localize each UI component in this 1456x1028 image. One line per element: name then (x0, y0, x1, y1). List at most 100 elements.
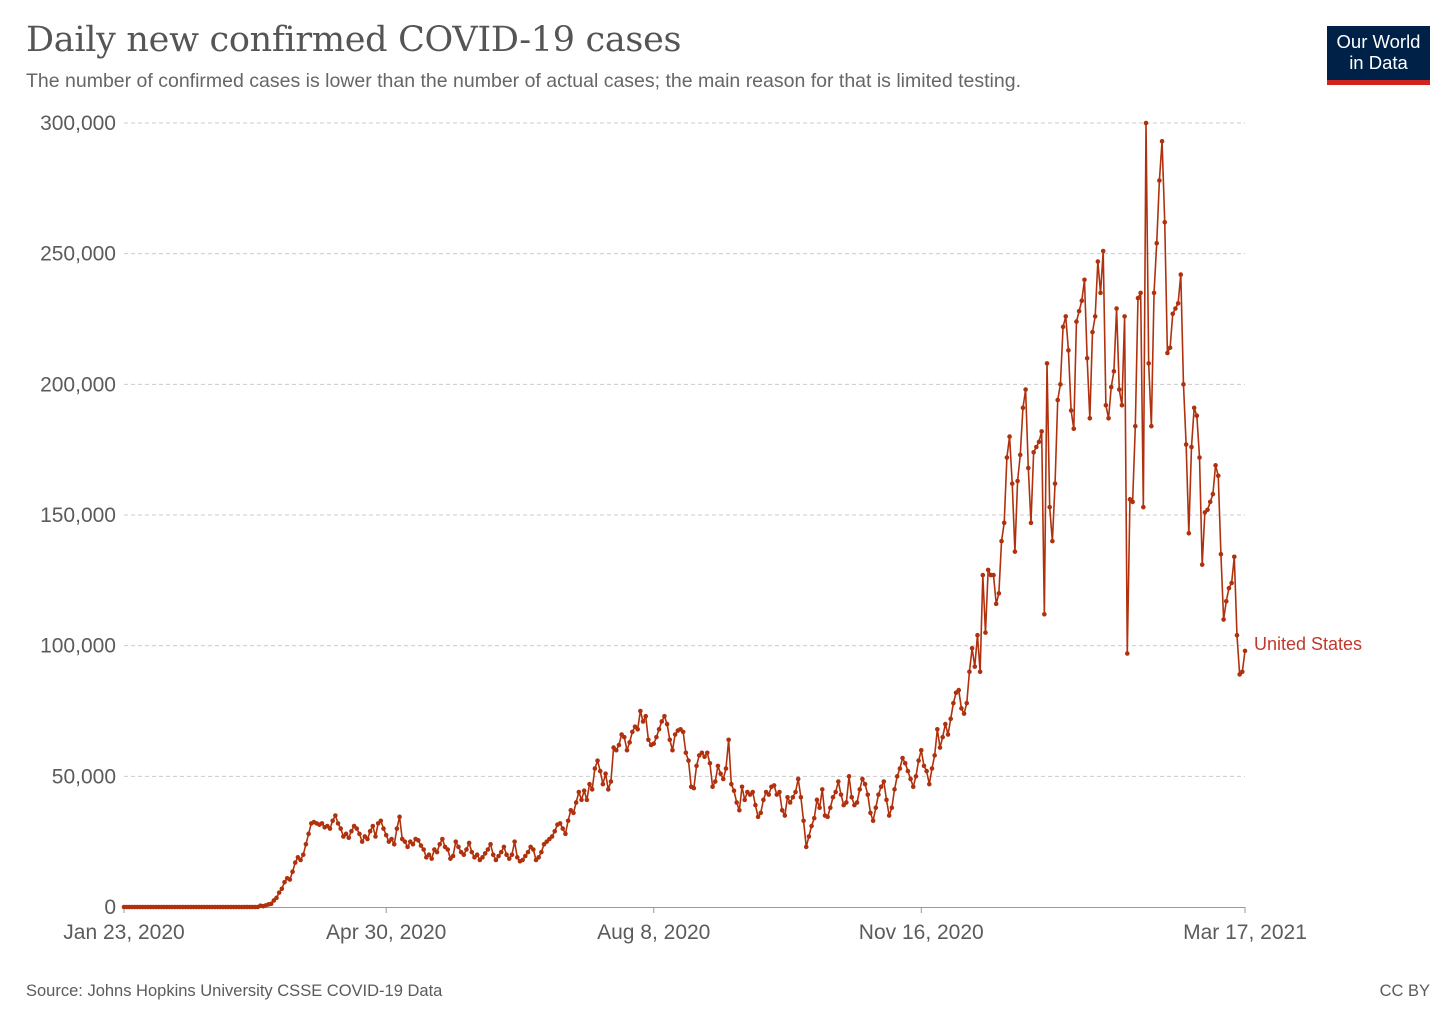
data-point[interactable] (300, 852, 306, 858)
data-point[interactable] (603, 771, 608, 777)
data-point[interactable] (811, 815, 817, 821)
data-point[interactable] (948, 716, 953, 722)
data-point[interactable] (659, 719, 665, 724)
data-point[interactable] (1020, 405, 1026, 411)
data-point[interactable] (429, 856, 434, 861)
data-point[interactable] (1138, 290, 1143, 296)
data-point[interactable] (996, 591, 1002, 596)
data-point[interactable] (873, 805, 879, 810)
data-point[interactable] (354, 826, 360, 831)
data-point[interactable] (956, 687, 962, 693)
data-point[interactable] (1223, 598, 1229, 604)
data-point[interactable] (616, 742, 622, 748)
data-point[interactable] (1031, 449, 1036, 455)
data-point[interactable] (878, 784, 884, 790)
data-point[interactable] (1050, 538, 1055, 544)
data-point[interactable] (282, 879, 287, 885)
data-point[interactable] (1242, 648, 1248, 654)
data-point[interactable] (704, 750, 710, 756)
data-point[interactable] (766, 792, 772, 797)
data-point[interactable] (1119, 402, 1125, 408)
data-point[interactable] (1084, 355, 1090, 361)
data-point[interactable] (830, 794, 836, 800)
data-point[interactable] (672, 732, 678, 737)
data-point[interactable] (595, 758, 600, 763)
data-point[interactable] (416, 838, 421, 843)
data-point[interactable] (836, 779, 841, 784)
data-point[interactable] (1106, 416, 1111, 421)
data-point[interactable] (814, 797, 820, 803)
data-point[interactable] (367, 828, 373, 834)
data-point[interactable] (1234, 632, 1240, 638)
data-point[interactable] (290, 869, 295, 875)
data-point[interactable] (488, 841, 493, 847)
data-point[interactable] (485, 847, 491, 852)
data-point[interactable] (758, 810, 764, 816)
data-point[interactable] (426, 852, 432, 858)
data-point[interactable] (469, 849, 475, 855)
data-point[interactable] (1114, 306, 1119, 311)
data-point[interactable] (761, 797, 766, 803)
data-point[interactable] (902, 760, 908, 766)
data-point[interactable] (1095, 259, 1101, 264)
data-point[interactable] (608, 779, 614, 784)
data-point[interactable] (945, 732, 951, 737)
data-point[interactable] (670, 747, 675, 753)
data-point[interactable] (391, 841, 397, 847)
data-point[interactable] (833, 789, 838, 795)
data-point[interactable] (844, 800, 849, 805)
data-point[interactable] (961, 711, 967, 716)
data-point[interactable] (1240, 669, 1245, 675)
data-point[interactable] (461, 852, 467, 858)
data-point[interactable] (418, 843, 424, 848)
data-point[interactable] (482, 851, 488, 856)
data-point[interactable] (1044, 361, 1050, 366)
data-point[interactable] (846, 774, 852, 779)
data-point[interactable] (359, 839, 365, 844)
data-point[interactable] (1025, 465, 1031, 471)
data-point[interactable] (699, 750, 705, 756)
data-point[interactable] (453, 839, 459, 844)
data-point[interactable] (520, 857, 525, 863)
data-point[interactable] (991, 572, 996, 578)
data-point[interactable] (405, 844, 410, 850)
data-point[interactable] (605, 787, 611, 792)
data-point[interactable] (514, 855, 520, 860)
data-point[interactable] (884, 797, 889, 803)
data-point[interactable] (1194, 413, 1200, 418)
data-point[interactable] (715, 763, 721, 769)
data-point[interactable] (1036, 439, 1042, 445)
data-point[interactable] (951, 700, 956, 706)
data-point[interactable] (798, 794, 804, 800)
data-point[interactable] (1191, 405, 1197, 411)
data-point[interactable] (651, 741, 657, 746)
data-point[interactable] (1130, 499, 1135, 505)
data-point[interactable] (1001, 520, 1007, 526)
data-point[interactable] (1060, 324, 1066, 330)
data-point[interactable] (638, 708, 643, 714)
owid-logo[interactable]: Our World in Data (1327, 26, 1430, 85)
data-point[interactable] (1229, 580, 1234, 586)
source-note[interactable]: Source: Johns Hopkins University CSSE CO… (26, 982, 443, 1000)
data-point[interactable] (985, 567, 991, 573)
data-point[interactable] (1092, 314, 1098, 319)
data-point[interactable] (1159, 138, 1165, 144)
data-point[interactable] (1165, 350, 1170, 356)
data-point[interactable] (506, 856, 512, 861)
data-point[interactable] (886, 813, 892, 818)
data-point[interactable] (276, 890, 282, 895)
data-point[interactable] (268, 901, 274, 907)
data-point[interactable] (755, 814, 761, 820)
data-point[interactable] (900, 755, 905, 761)
data-point[interactable] (870, 818, 876, 824)
data-point[interactable] (389, 836, 394, 842)
data-point[interactable] (667, 737, 673, 743)
license-note[interactable]: CC BY (1379, 982, 1430, 1000)
data-point[interactable] (1111, 368, 1117, 374)
data-point[interactable] (627, 740, 632, 745)
data-point[interactable] (1218, 551, 1224, 557)
data-point[interactable] (993, 601, 999, 607)
data-point[interactable] (1205, 507, 1210, 513)
data-point[interactable] (723, 766, 729, 771)
data-point[interactable] (817, 805, 822, 810)
